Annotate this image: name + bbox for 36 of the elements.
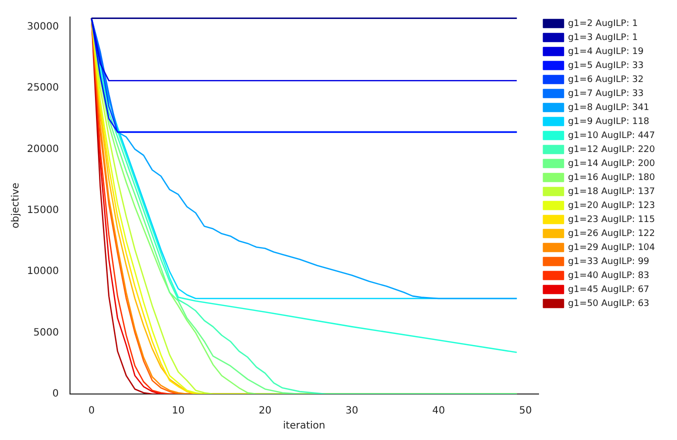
legend-label: g1=20 AugILP: 123 xyxy=(568,200,656,211)
legend-label: g1=2 AugILP: 1 xyxy=(568,18,638,29)
y-tick-label: 20000 xyxy=(27,144,59,155)
y-tick-label: 25000 xyxy=(27,82,59,94)
legend-label: g1=7 AugILP: 33 xyxy=(568,88,644,99)
y-tick-label: 0 xyxy=(52,388,59,400)
legend-label: g1=4 AugILP: 19 xyxy=(568,46,644,57)
legend-label: g1=26 AugILP: 122 xyxy=(568,228,656,239)
x-axis-title: iteration xyxy=(283,420,326,432)
y-tick-label: 5000 xyxy=(33,327,59,338)
legend-label: g1=10 AugILP: 447 xyxy=(568,130,656,141)
legend-label: g1=8 AugILP: 341 xyxy=(568,102,650,113)
legend-label: g1=33 AugILP: 99 xyxy=(568,256,650,267)
legend-label: g1=12 AugILP: 220 xyxy=(568,144,656,155)
x-tick-label: 0 xyxy=(88,406,95,417)
legend-label: g1=40 AugILP: 83 xyxy=(568,270,650,281)
x-tick-label: 40 xyxy=(432,406,446,417)
legend-label: g1=45 AugILP: 67 xyxy=(568,284,650,295)
y-tick-label: 30000 xyxy=(27,21,59,32)
legend-label: g1=14 AugILP: 200 xyxy=(568,158,656,169)
legend-label: g1=9 AugILP: 118 xyxy=(568,116,650,127)
legend-label: g1=50 AugILP: 63 xyxy=(568,298,650,309)
x-tick-label: 30 xyxy=(346,406,358,417)
legend-label: g1=6 AugILP: 32 xyxy=(568,74,644,85)
x-tick-label: 20 xyxy=(258,406,272,417)
legend-label: g1=5 AugILP: 33 xyxy=(568,60,644,71)
legend-label: g1=3 AugILP: 1 xyxy=(568,32,638,43)
x-tick-label: 50 xyxy=(519,406,532,417)
legend-label: g1=16 AugILP: 180 xyxy=(568,172,656,183)
y-axis-title: objective xyxy=(10,182,22,228)
legend-label: g1=18 AugILP: 137 xyxy=(568,186,656,197)
y-tick-label: 15000 xyxy=(27,204,59,216)
legend-label: g1=29 AugILP: 104 xyxy=(568,242,656,253)
legend-label: g1=23 AugILP: 115 xyxy=(568,214,656,225)
x-tick-label: 10 xyxy=(172,406,185,417)
y-tick-label: 10000 xyxy=(27,266,59,278)
